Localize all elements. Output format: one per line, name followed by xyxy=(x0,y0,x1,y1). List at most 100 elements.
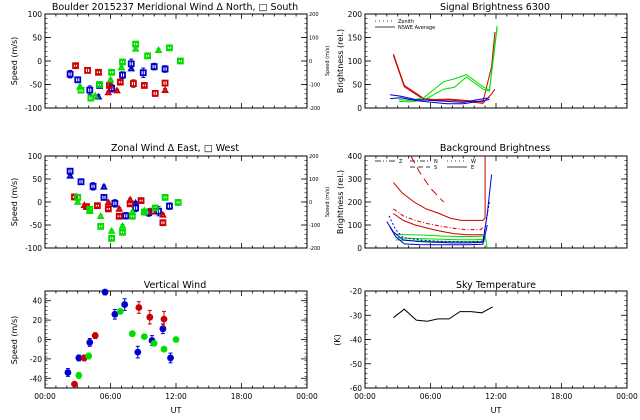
zonal-point-green xyxy=(108,234,115,242)
signal-title: Signal Brightness 6300 xyxy=(440,2,550,13)
zonal-point-red xyxy=(80,201,89,209)
zonal-point-blue xyxy=(100,193,108,201)
vertical-y-tick-label: 40 xyxy=(32,297,42,306)
meridional-point-green xyxy=(119,58,126,66)
zonal-point-blue xyxy=(89,182,97,190)
vertical-x-tick-label: 18:00 xyxy=(231,392,253,401)
background-series-red-N xyxy=(393,208,484,231)
vertical-y-tick-label: -20 xyxy=(30,355,42,364)
zonal-point-blue xyxy=(100,182,108,190)
vertical-point-green xyxy=(75,371,83,379)
zonal-point-blue xyxy=(131,198,140,206)
vertical-point-green xyxy=(85,352,93,360)
background-brightness-panel: Background Brightness Brightness (rel.) … xyxy=(325,143,628,253)
skytemp-y-tick-label: -60 xyxy=(350,384,362,393)
vertical-y-tick-label: -40 xyxy=(30,374,42,383)
meridional-point-red xyxy=(130,80,137,87)
meridional-right-tick-label: 100 xyxy=(309,36,319,42)
background-title: Background Brightness xyxy=(440,143,550,154)
meridional-y-tick-label: 50 xyxy=(32,34,42,43)
vertical-y-tick-label: 20 xyxy=(32,316,42,325)
zonal-wind-panel: Zonal Wind Δ East, □ West Speed (m/s) 10… xyxy=(10,143,320,253)
vertical-x-tick-label: 06:00 xyxy=(100,392,122,401)
meridional-point-green xyxy=(154,46,163,53)
meridional-point-red xyxy=(151,90,159,97)
signal-ylabel: Brightness (rel.) xyxy=(336,29,345,93)
meridional-point-green xyxy=(132,40,140,48)
vertical-point-blue xyxy=(121,301,129,308)
vertical-point-green xyxy=(172,336,180,343)
vertical-point-green xyxy=(116,307,124,315)
vertical-point-blue xyxy=(75,354,83,362)
meridional-point-red xyxy=(113,86,121,94)
vertical-title: Vertical Wind xyxy=(144,280,206,291)
signal-brightness-panel: Signal Brightness 6300 Brightness (rel.)… xyxy=(325,2,628,113)
zonal-y-tick-label: 0 xyxy=(37,198,42,207)
skytemp-y-tick-label: -30 xyxy=(350,311,362,320)
zonal-point-red xyxy=(159,210,167,218)
background-series-red-S xyxy=(410,155,444,203)
background-y-tick-label: 200 xyxy=(348,198,363,207)
meridional-point-red xyxy=(161,85,169,93)
zonal-point-blue xyxy=(111,199,119,207)
zonal-point-blue xyxy=(122,212,130,220)
zonal-point-red xyxy=(115,212,123,220)
skytemp-series-sky xyxy=(393,306,493,322)
skytemp-y-tick-label: -40 xyxy=(350,336,362,345)
vertical-xlabel: UT xyxy=(171,406,182,415)
zonal-ylabel: Speed (m/s) xyxy=(10,178,19,227)
vertical-point-blue xyxy=(86,339,94,346)
skytemp-ylabel: (K) xyxy=(333,334,342,346)
signal-y-tick-label: 200 xyxy=(348,10,363,19)
zonal-point-green xyxy=(97,222,105,230)
vertical-wind-panel: Vertical Wind Speed (m/s) UT 00:00 06:00 1… xyxy=(10,280,318,415)
zonal-right-tick-label: 200 xyxy=(309,154,319,160)
meridional-point-green xyxy=(91,91,100,99)
vertical-point-red xyxy=(91,332,99,340)
meridional-point-blue xyxy=(119,71,126,79)
meridional-wind-panel: Boulder 2015237 Meridional Wind Δ North,… xyxy=(10,2,320,113)
signal-right-speed-label: Speed (m/s) xyxy=(325,46,331,76)
zonal-right-tick-label: 0 xyxy=(309,200,312,206)
background-legend-label: W xyxy=(471,159,476,165)
zonal-point-red xyxy=(104,205,112,213)
meridional-point-green xyxy=(108,68,115,76)
background-y-tick-label: 0 xyxy=(357,244,362,253)
meridional-point-red xyxy=(84,67,91,74)
background-series-blue-2 xyxy=(389,224,488,246)
skytemp-xlabel: UT xyxy=(491,406,502,415)
signal-y-tick-label: 0 xyxy=(357,104,362,113)
zonal-point-green xyxy=(174,199,182,206)
vertical-x-tick-label: 12:00 xyxy=(165,392,187,401)
vertical-point-red xyxy=(146,313,154,321)
background-y-tick-label: 300 xyxy=(348,175,363,184)
sky-temperature-panel: Sky Temperature (K) UT 00:00 06:00 12:00 18… xyxy=(333,280,638,415)
zonal-title: Zonal Wind Δ East, □ West xyxy=(111,143,239,154)
meridional-point-blue xyxy=(127,64,136,72)
meridional-ylabel: Speed (m/s) xyxy=(10,37,19,86)
vertical-y-tick-label: 0 xyxy=(37,336,42,345)
meridional-right-tick-label: 0 xyxy=(309,59,312,65)
background-series-blue-3 xyxy=(388,201,490,243)
vertical-point-green xyxy=(160,345,168,353)
background-y-tick-label: 100 xyxy=(348,221,363,230)
zonal-point-blue xyxy=(66,171,74,179)
meridional-point-red xyxy=(104,88,113,96)
vertical-point-red xyxy=(160,315,168,323)
signal-series-green-2 xyxy=(398,28,498,103)
zonal-point-green xyxy=(96,212,105,220)
meridional-y-tick-label: -50 xyxy=(30,81,42,90)
meridional-point-green xyxy=(76,82,84,90)
meridional-right-tick-label: -100 xyxy=(309,83,320,89)
zonal-right-tick-label: -200 xyxy=(309,246,320,252)
skytemp-x-tick-label: 06:00 xyxy=(420,392,442,401)
meridional-point-red xyxy=(161,79,169,87)
meridional-point-red xyxy=(95,68,102,76)
meridional-point-green xyxy=(96,81,103,88)
meridional-point-blue xyxy=(161,65,169,73)
skytemp-plot-frame xyxy=(364,290,628,389)
zonal-point-red xyxy=(104,198,113,206)
meridional-point-blue xyxy=(150,63,158,71)
vertical-point-blue xyxy=(167,354,174,362)
